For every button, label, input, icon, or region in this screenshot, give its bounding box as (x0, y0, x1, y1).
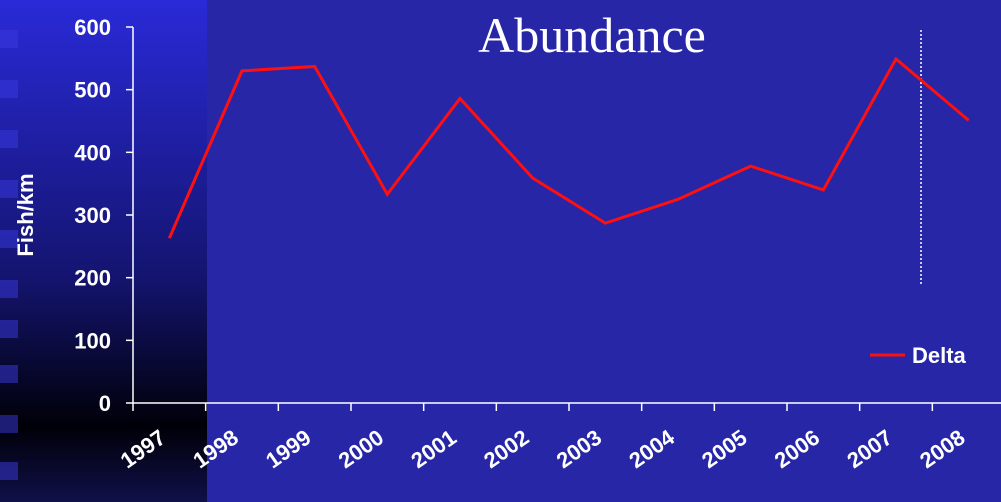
y-tick-label: 300 (74, 203, 111, 228)
y-tick-label: 100 (74, 328, 111, 353)
y-tick-label: 600 (74, 15, 111, 40)
y-tick-label: 200 (74, 266, 111, 291)
decor-squares (0, 30, 18, 480)
line-series (167, 56, 970, 239)
y-tick-label: 400 (74, 140, 111, 165)
left-strip (0, 0, 207, 502)
y-tick-label: 500 (74, 78, 111, 103)
y-tick-label: 0 (99, 391, 111, 416)
chart-title: Abundance (478, 7, 706, 63)
legend-label: Delta (912, 343, 967, 368)
y-axis-label: Fish/km (13, 173, 38, 256)
